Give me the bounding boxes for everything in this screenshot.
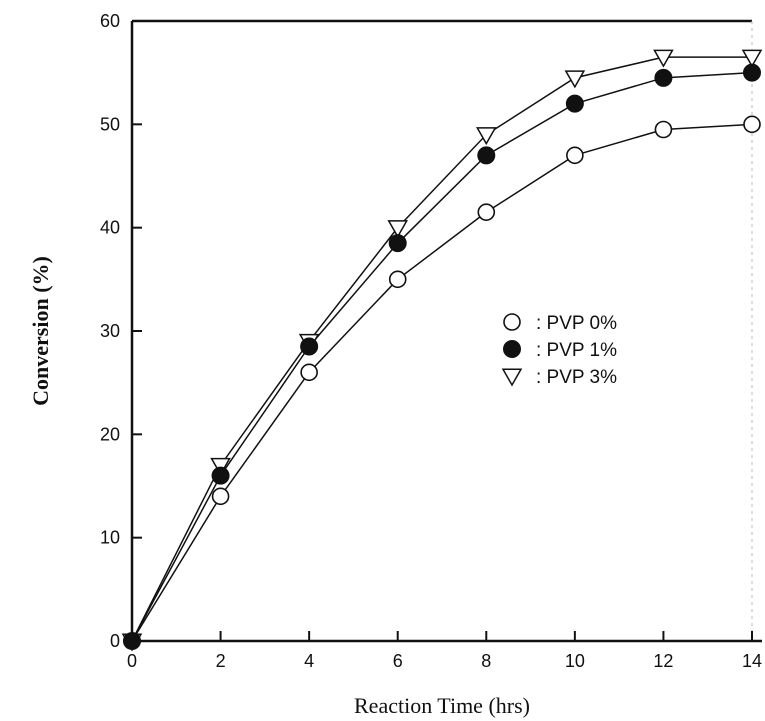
data-point-series-2 [123, 632, 141, 650]
legend-label-2: : PVP 1% [536, 340, 617, 361]
series-lines [121, 49, 763, 652]
data-point-series-3 [475, 127, 497, 146]
x-tick-label: 12 [653, 651, 673, 671]
axes: 0 10 20 30 40 50 60 0 2 4 6 8 10 12 14 [100, 11, 762, 671]
legend-label-1: : PVP 0% [536, 313, 617, 334]
data-point-series-3 [741, 49, 763, 68]
data-point-series-3 [564, 70, 586, 89]
series-line-3 [131, 56, 752, 642]
x-axis-title: Reaction Time (hrs) [354, 693, 530, 718]
y-axis-title: Conversion (%) [28, 256, 53, 406]
data-point-series-1 [211, 487, 230, 506]
series-line-1 [131, 123, 753, 642]
data-point-series-1 [300, 363, 318, 382]
legend-label-3: : PVP 3% [536, 367, 617, 388]
data-point-series-1 [388, 270, 407, 289]
data-point-series-2 [654, 68, 673, 87]
data-point-series-2 [565, 94, 584, 113]
x-tick-label: 2 [216, 651, 226, 671]
y-tick-label: 40 [100, 218, 120, 238]
legend-marker-2 [503, 340, 521, 358]
data-point-series-3 [210, 457, 231, 476]
y-tick-label: 10 [100, 528, 120, 548]
data-point-series-3 [653, 49, 674, 68]
y-tick-label: 30 [100, 321, 120, 341]
x-tick-label: 8 [481, 651, 491, 671]
y-tick-label: 0 [110, 631, 120, 651]
data-point-series-1 [743, 115, 761, 134]
data-point-series-2 [477, 146, 496, 165]
legend-marker-3 [501, 368, 523, 387]
data-point-series-2 [300, 337, 319, 356]
data-point-series-3 [387, 220, 409, 239]
x-tick-label: 0 [127, 651, 137, 671]
data-point-series-1 [566, 146, 584, 165]
series-line-2 [131, 71, 753, 642]
y-tick-label: 20 [100, 424, 120, 444]
data-point-series-1 [654, 120, 673, 139]
data-point-series-2 [743, 63, 761, 82]
x-tick-label: 6 [393, 651, 403, 671]
y-tick-label: 50 [100, 114, 120, 134]
x-tick-label: 4 [304, 651, 314, 671]
x-tick-label: 10 [565, 651, 585, 671]
legend: : PVP 0% : PVP 1% : PVP 3% [501, 313, 617, 388]
data-point-series-2 [211, 466, 230, 485]
x-tick-label: 14 [742, 651, 762, 671]
data-point-series-2 [388, 234, 407, 253]
legend-marker-1 [503, 313, 521, 331]
y-tick-label: 60 [100, 11, 120, 31]
data-point-series-1 [477, 203, 496, 221]
